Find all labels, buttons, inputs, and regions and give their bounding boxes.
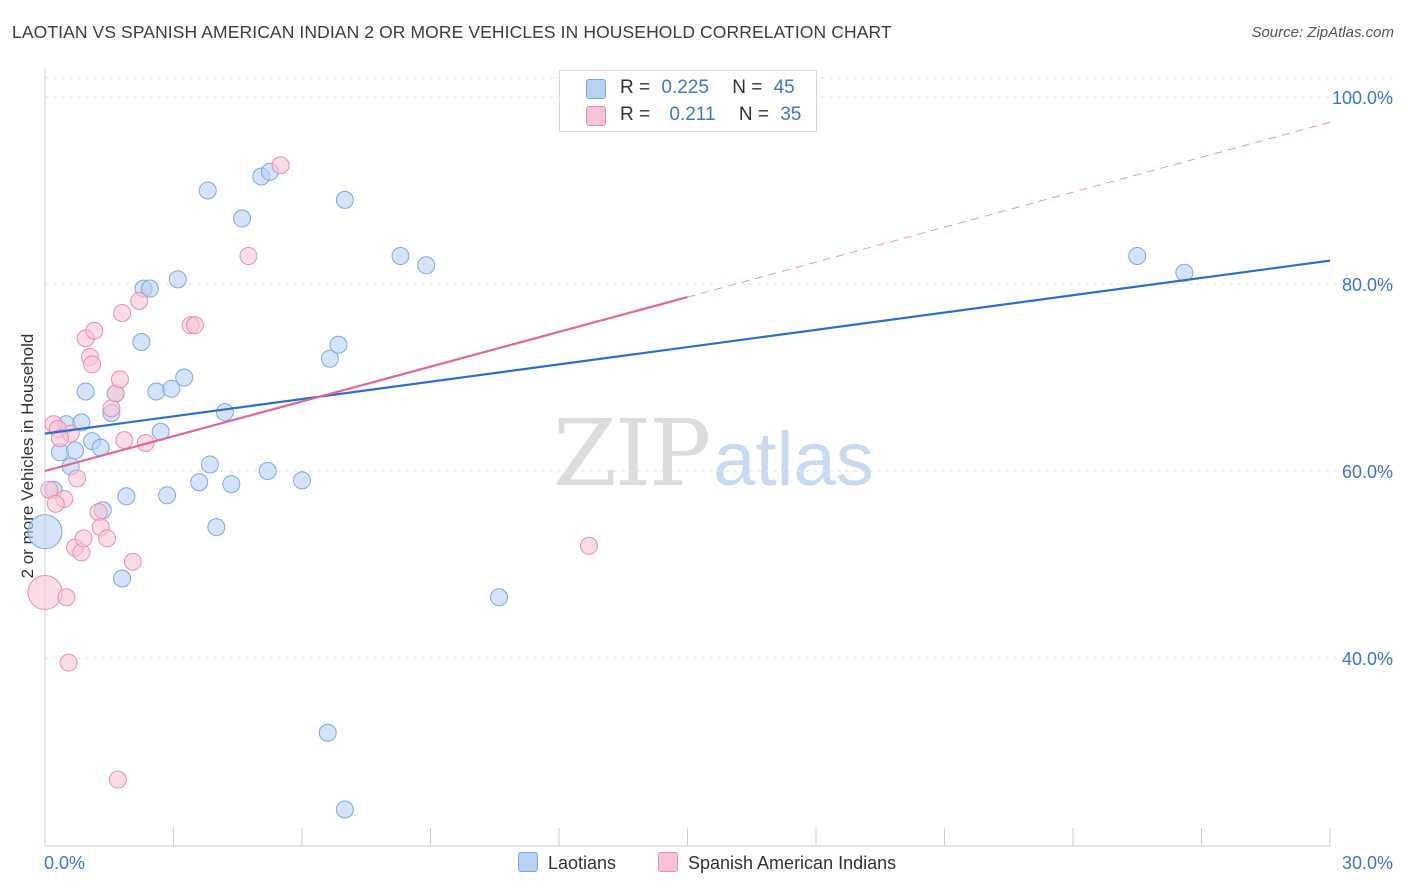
spanish-american-indian-point [185,316,204,335]
spanish-american-indian-point [123,552,142,571]
y-tick-label: 60.0% [1342,462,1393,482]
legend-swatch-spanish-american-indians [586,106,606,126]
laotian-point [140,279,159,298]
spanish-american-indian-point [271,156,290,175]
watermark-zip: ZIP [553,400,711,507]
series-label-laotians: Laotians [548,853,617,873]
laotian-trend-line [44,259,1331,435]
legend-n-value: 45 [773,77,795,98]
legend-r-label: R = [620,77,651,98]
spanish-american-indian-point [46,494,65,513]
laotian-point [215,403,234,422]
spanish-american-indian-point [50,429,69,448]
laotian-point [1128,246,1147,265]
series-label-spanish-american-indians: Spanish American Indians [688,853,897,873]
laotian-point [417,256,436,275]
laotian-point [391,246,410,265]
legend-r-label: R = [620,104,651,125]
laotian-point [27,514,63,550]
spanish-american-indian-point [579,536,598,555]
series-legend-spanish-american-indians: Spanish American Indians [658,852,896,874]
correlation-legend: R = 0.225 N = 45 R = 0.211 N = 35 [559,70,817,132]
laotian-point [207,518,226,537]
laotian-point [198,181,217,200]
laotian-point [190,473,209,492]
laotian-point [158,486,177,505]
laotian-point [76,382,95,401]
legend-r-value: 0.211 [669,104,716,125]
spanish-american-indian-point [27,575,63,611]
laotian-point [258,462,277,480]
laotian-point [168,270,187,289]
watermark-atlas: atlas [713,417,874,502]
legend-n-label: N = [738,104,769,125]
spanish-american-indian-point [85,321,104,340]
spanish-american-indian-point [68,469,87,488]
series-swatch-laotians [518,852,538,872]
series-legend-laotians: Laotians [518,852,616,874]
laotian-point [320,349,339,368]
laotian-point [490,588,509,607]
spanish-american-indian-trend-line [44,296,688,473]
spanish-american-indian-point [113,303,132,322]
spanish-american-indian-point [115,431,134,450]
laotian-point [117,487,136,506]
laotian-point [335,190,354,209]
laotian-point [335,800,354,819]
spanish-american-indian-point [59,653,78,672]
laotian-point [200,455,219,474]
series-swatch-spanish-american-indians [658,852,678,872]
spanish-american-indian-point [83,355,102,374]
spanish-american-indian-point [98,529,117,548]
spanish-american-indian-point [57,588,76,607]
y-tick-label: 100.0% [1332,88,1393,108]
spanish-american-indian-point [102,399,121,418]
x-tick-label: 0.0% [44,853,85,873]
y-tick-label: 80.0% [1342,275,1393,295]
source-credit: Source: ZipAtlas.com [1251,24,1394,41]
laotian-point [175,368,194,387]
laotian-point [113,569,132,588]
x-tick-label: 30.0% [1342,853,1393,873]
laotian-point [293,471,311,490]
legend-n-value: 35 [780,104,802,125]
laotian-point [233,209,252,228]
spanish-american-indian-point [108,770,127,789]
legend-swatch-laotians [586,79,606,99]
laotian-point [147,382,166,401]
laotian-point [132,332,151,351]
legend-n-label: N = [732,77,763,98]
laotian-point [162,379,181,398]
spanish-american-indian-point [74,529,93,548]
spanish-american-indian-trend-extension [687,121,1331,298]
y-tick-label: 40.0% [1342,649,1393,669]
legend-r-value: 0.225 [661,77,709,98]
spanish-american-indian-point [239,246,258,265]
spanish-american-indian-point [130,291,149,310]
watermark: ZIPatlas [553,400,874,507]
spanish-american-indian-point [110,370,129,389]
laotian-point [329,335,348,354]
laotian-point [72,413,91,432]
laotian-point [65,441,84,460]
chart-title: LAOTIAN VS SPANISH AMERICAN INDIAN 2 OR … [12,22,892,42]
laotian-point [222,475,241,494]
spanish-american-indian-point [89,503,108,522]
laotian-point [318,723,337,742]
